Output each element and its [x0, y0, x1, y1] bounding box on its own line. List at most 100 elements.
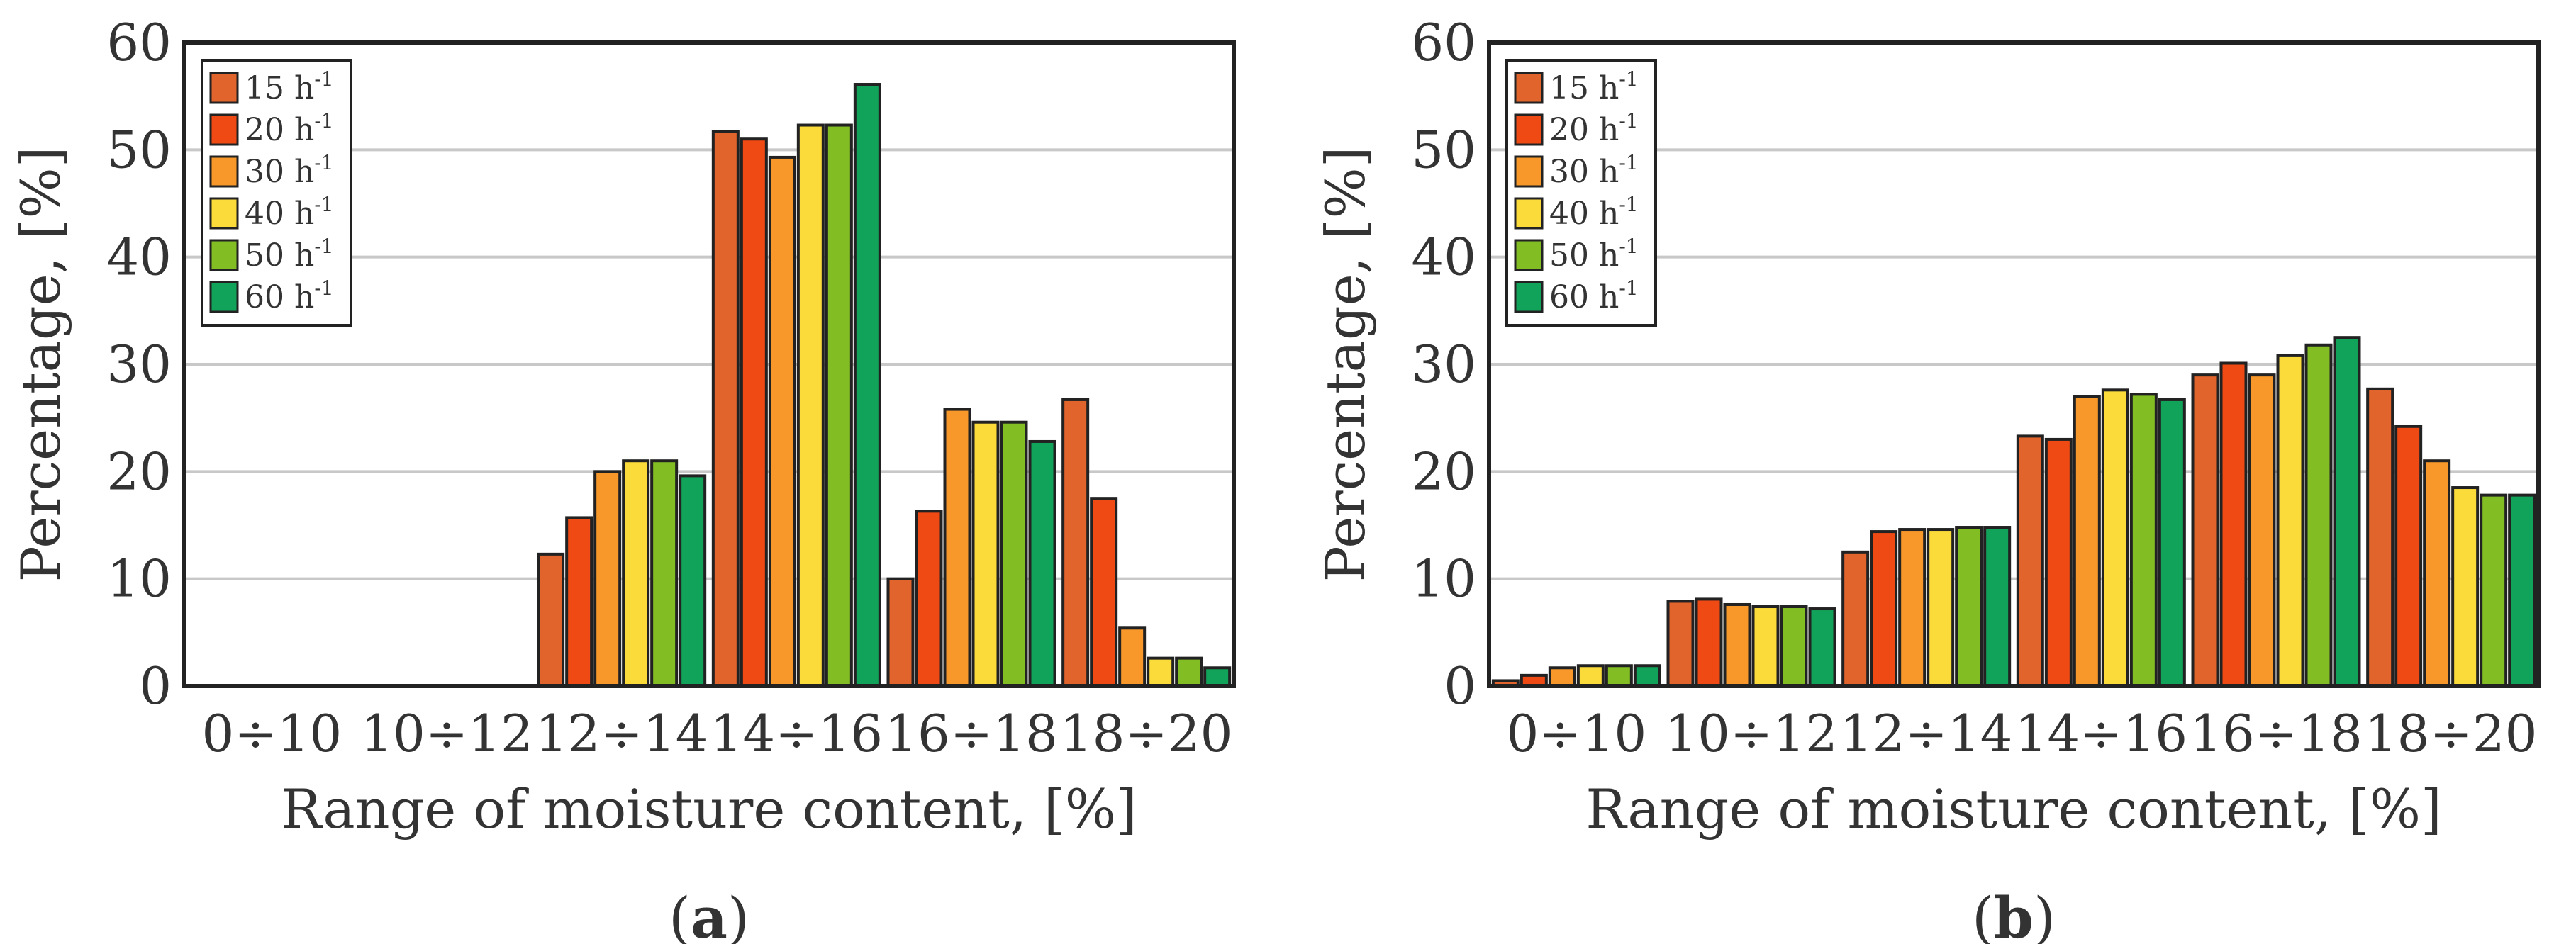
y-tick-label: 40	[106, 227, 172, 287]
legend-label: 40 h-1	[1549, 193, 1639, 232]
bar	[2366, 387, 2394, 687]
bar	[537, 552, 565, 687]
bar	[825, 123, 853, 687]
panel-caption: (b)	[1972, 884, 2056, 944]
bar	[1147, 656, 1175, 687]
bar	[2219, 361, 2248, 688]
legend-label: 15 h-1	[245, 67, 334, 106]
y-tick-label: 30	[106, 335, 172, 394]
bar	[2508, 493, 2536, 687]
y-axis-title: Percentage, [%]	[1314, 147, 1377, 583]
bar	[2480, 493, 2508, 687]
bar	[2191, 373, 2219, 688]
bar	[1841, 550, 1870, 687]
bar	[565, 516, 593, 688]
legend-swatch	[209, 113, 239, 146]
y-tick-label: 10	[106, 549, 172, 609]
x-tick-label: 18÷20	[1060, 704, 1233, 763]
legend-label: 60 h-1	[1549, 276, 1639, 315]
bars	[1491, 336, 2536, 688]
bar	[2394, 425, 2423, 687]
y-tick-label: 40	[1411, 227, 1476, 287]
legend: 15 h-120 h-130 h-140 h-150 h-160 h-1	[1505, 59, 1657, 327]
y-tick-label: 50	[106, 120, 172, 179]
caption-letter: a	[691, 884, 727, 944]
plot-frame	[182, 40, 1236, 688]
x-tick-label: 0÷10	[1506, 704, 1646, 763]
legend-swatch	[209, 72, 239, 104]
x-tick-label: 18÷20	[2365, 704, 2538, 763]
bar	[1983, 526, 2012, 687]
bar	[1090, 497, 1118, 688]
bar	[971, 420, 1000, 687]
bar	[1605, 664, 1633, 687]
bar	[2158, 398, 2186, 687]
gridlines	[184, 148, 1234, 580]
bar	[1118, 626, 1147, 688]
x-tick-label: 10÷12	[360, 704, 533, 763]
legend-label: 20 h-1	[1549, 109, 1639, 148]
x-axis-title: Range of moisture content, [%]	[1585, 777, 2441, 841]
y-tick-label: 10	[1411, 549, 1476, 609]
bars	[537, 83, 1232, 688]
legend-label: 50 h-1	[245, 235, 334, 274]
x-tick-label: 12÷14	[1840, 704, 2013, 763]
legend-swatch	[1514, 281, 1544, 313]
bar	[768, 155, 796, 687]
bar	[1633, 664, 1661, 687]
bar	[2101, 388, 2129, 687]
legend-swatch	[209, 281, 239, 313]
bar	[1927, 528, 1955, 688]
bar	[740, 137, 768, 687]
bar	[1723, 602, 1751, 688]
bar	[1695, 597, 1723, 687]
y-axis-title: Percentage, [%]	[9, 147, 72, 583]
y-tick-label: 60	[106, 13, 172, 72]
legend-label: 30 h-1	[1549, 151, 1639, 190]
x-axis-title: Range of moisture content, [%]	[281, 777, 1137, 841]
legend-label: 60 h-1	[245, 276, 334, 315]
legend-label: 40 h-1	[245, 193, 334, 232]
y-tick-label: 60	[1411, 13, 1476, 72]
bar	[1751, 605, 1780, 687]
bar	[2073, 395, 2101, 688]
y-tick-label: 20	[106, 442, 172, 501]
y-axis-ticks: 0 10 20 30 40 50 60	[1411, 13, 1476, 716]
bar	[853, 83, 881, 687]
bar	[1175, 656, 1203, 687]
plot-frame	[1487, 40, 2541, 688]
x-tick-label: 16÷18	[885, 704, 1058, 763]
bar	[1000, 420, 1028, 687]
bar	[679, 474, 707, 687]
bar	[593, 470, 622, 687]
y-tick-label: 50	[1411, 120, 1476, 179]
legend-swatch	[1514, 197, 1544, 230]
bar	[2423, 459, 2451, 687]
bar	[915, 510, 943, 687]
legend-label: 20 h-1	[245, 109, 334, 148]
bar	[2333, 336, 2361, 687]
caption-open-paren: (	[669, 885, 691, 944]
x-tick-label: 10÷12	[1665, 704, 1838, 763]
caption-letter: b	[1994, 884, 2034, 944]
bar	[1808, 607, 1836, 687]
legend-label: 15 h-1	[1549, 67, 1639, 106]
bar	[796, 123, 825, 687]
caption-close-paren: )	[2034, 885, 2056, 944]
bar	[622, 459, 650, 687]
legend-swatch	[209, 155, 239, 188]
bar	[650, 459, 679, 687]
bar	[2451, 486, 2480, 687]
bar	[2248, 373, 2276, 688]
bar	[1203, 666, 1232, 687]
bar	[1061, 398, 1090, 687]
legend-swatch	[209, 197, 239, 230]
bar	[886, 577, 915, 688]
caption-close-paren: )	[727, 885, 749, 944]
legend-swatch	[1514, 239, 1544, 271]
legend-swatch	[209, 239, 239, 271]
bar	[1870, 530, 1898, 688]
bar	[1548, 666, 1576, 687]
bar	[1666, 600, 1695, 687]
bar	[1576, 664, 1605, 687]
